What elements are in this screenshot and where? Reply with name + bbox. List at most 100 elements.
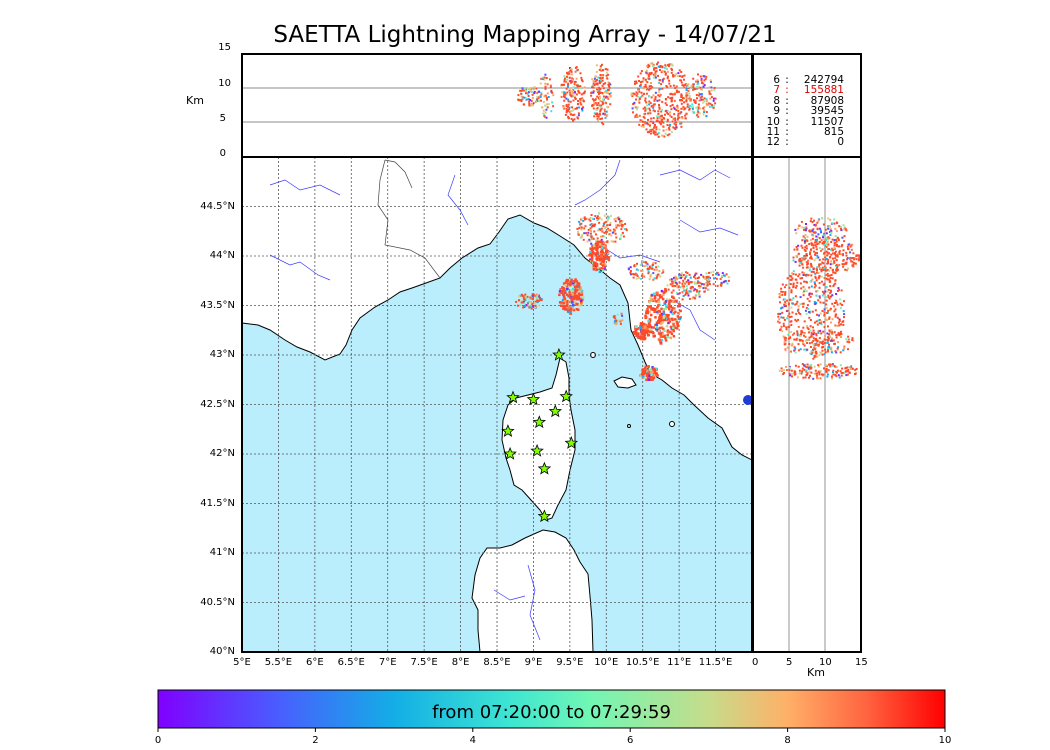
lightning-source [843, 240, 846, 243]
lightning-source [697, 291, 700, 294]
lightning-source [658, 296, 662, 299]
lightning-source [667, 321, 670, 325]
lightning-source [803, 272, 806, 275]
lightning-source [804, 376, 807, 379]
lightning-source [648, 310, 651, 314]
lightning-source [636, 335, 640, 339]
lightning-source [603, 221, 606, 224]
lightning-source [835, 238, 837, 241]
lightning-source [802, 285, 805, 288]
lightning-source [687, 89, 690, 92]
lightning-source [659, 326, 662, 330]
lightning-source [794, 347, 797, 350]
lightning-source [610, 234, 613, 237]
lightning-source [831, 252, 834, 255]
lightning-source [795, 312, 798, 315]
lightning-source [780, 287, 783, 290]
lightning-source [562, 295, 566, 298]
lightning-source [632, 103, 635, 105]
lightning-source [805, 247, 808, 250]
lightning-source [852, 265, 855, 268]
lightning-source [833, 246, 836, 249]
station-star-icon [559, 389, 573, 403]
lightning-source [650, 293, 654, 297]
lightning-source [525, 88, 527, 91]
lightning-source [808, 376, 810, 379]
lightning-source [791, 375, 793, 378]
lightning-source [825, 236, 828, 239]
lightning-source [835, 334, 838, 337]
lightning-source [602, 123, 605, 126]
lightning-source [619, 322, 622, 325]
lightning-source [832, 268, 834, 271]
lightning-source [567, 98, 570, 101]
lightning-source [567, 71, 570, 74]
lightning-source [570, 278, 573, 282]
lightning-source [672, 335, 676, 338]
lightning-source [833, 261, 836, 264]
lightning-source [806, 325, 808, 328]
lightning-source [818, 295, 821, 298]
lightning-source [702, 275, 705, 278]
lightning-source [825, 250, 828, 253]
lightning-source [659, 123, 662, 126]
lightning-source [815, 352, 818, 355]
lightning-source [573, 83, 576, 86]
lightning-source [606, 77, 609, 80]
lightning-source [641, 273, 644, 276]
lightning-source [673, 93, 676, 96]
lightning-source [653, 268, 656, 271]
lightning-source [815, 245, 818, 248]
lightning-source [820, 270, 823, 273]
lightning-source [585, 217, 588, 220]
lightning-source [607, 83, 610, 86]
lightning-source [560, 95, 563, 98]
lightning-source [710, 271, 712, 274]
lightning-source [679, 309, 682, 313]
lightning-source [682, 294, 685, 297]
lightning-source [540, 99, 542, 102]
lightning-source [606, 91, 609, 94]
lightning-source [608, 82, 611, 85]
lightning-source [828, 248, 830, 250]
longitude-tick-label: 5°E [233, 657, 251, 668]
lightning-source [596, 117, 599, 120]
lightning-source [520, 301, 523, 304]
lightning-source [696, 83, 699, 85]
lightning-source [648, 320, 652, 323]
lightning-source [646, 267, 649, 270]
lightning-source [826, 269, 829, 271]
lightning-source [601, 269, 605, 272]
lightning-source [825, 232, 828, 235]
lightning-source [686, 103, 689, 106]
lightning-source [783, 298, 786, 301]
lightning-source [670, 98, 673, 101]
lightning-source [598, 104, 601, 107]
lightning-source [688, 105, 691, 108]
lightning-source [838, 225, 841, 228]
lightning-source [812, 337, 815, 340]
lightning-source [664, 317, 667, 320]
lightning-source [596, 104, 599, 107]
lightning-source [608, 85, 610, 88]
lightning-source [580, 226, 583, 229]
lightning-source [581, 107, 583, 110]
lightning-source [822, 269, 825, 271]
lightning-source [655, 323, 659, 326]
lightning-source [589, 219, 592, 222]
lightning-source [706, 278, 709, 281]
lightning-source [542, 101, 545, 103]
lightning-source [786, 309, 789, 312]
lightning-source [703, 290, 706, 293]
lightning-source [694, 282, 696, 285]
lightning-source [572, 86, 575, 89]
lightning-source [809, 280, 812, 283]
side-tick-15: 15 [855, 657, 868, 668]
lightning-source [646, 372, 650, 375]
lightning-source [670, 108, 673, 111]
station-star-icon [503, 446, 517, 460]
lightning-source [812, 267, 815, 270]
lightning-source [535, 87, 538, 90]
lightning-source [809, 374, 811, 377]
lightning-source [823, 232, 826, 235]
